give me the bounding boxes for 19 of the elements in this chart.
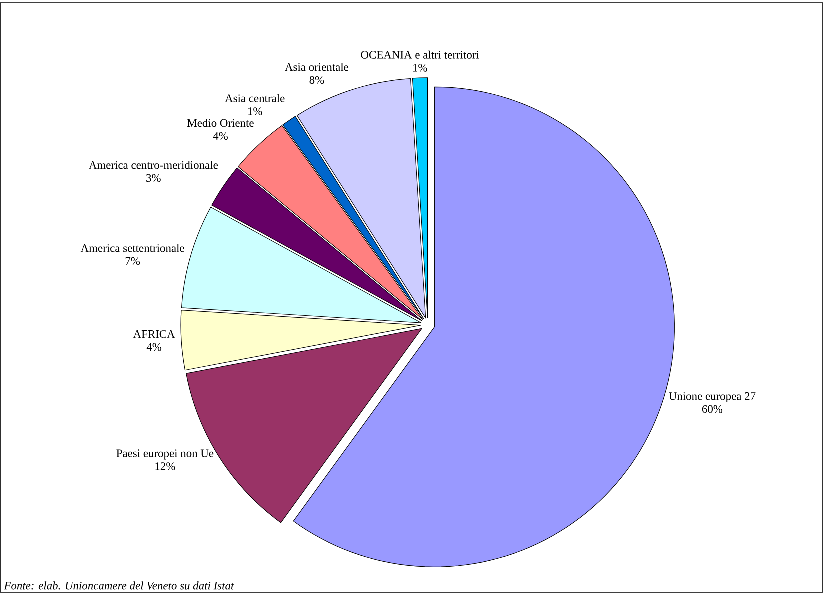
slice-label: Unione europea 27 bbox=[669, 392, 756, 403]
data-label: 12% bbox=[156, 462, 176, 470]
data-label: 60% bbox=[702, 405, 723, 414]
data-label: 8% bbox=[310, 76, 324, 84]
slice-label: AFRICA bbox=[133, 330, 176, 338]
data-label: 7% bbox=[126, 257, 140, 266]
source-note: Fonte: elab. Unioncamere del Veneto su dati Istat bbox=[4, 582, 234, 590]
slice-label: Asia centrale bbox=[225, 94, 285, 102]
slice-label: Medio Oriente bbox=[188, 119, 254, 128]
data-label: 1% bbox=[248, 108, 262, 116]
slice-label: America centro-meridionale bbox=[89, 161, 218, 170]
slice-label: OCEANIA e altri territori bbox=[361, 50, 480, 59]
data-label: 3% bbox=[146, 174, 161, 182]
data-label: 1% bbox=[413, 64, 428, 72]
data-label: 4% bbox=[213, 132, 228, 140]
slice-label: Paesi europei non Ue bbox=[116, 450, 214, 460]
data-label: 4% bbox=[146, 343, 162, 352]
slice-label: America settentrionale bbox=[80, 244, 184, 252]
slice-label: Asia orientale bbox=[285, 63, 349, 72]
